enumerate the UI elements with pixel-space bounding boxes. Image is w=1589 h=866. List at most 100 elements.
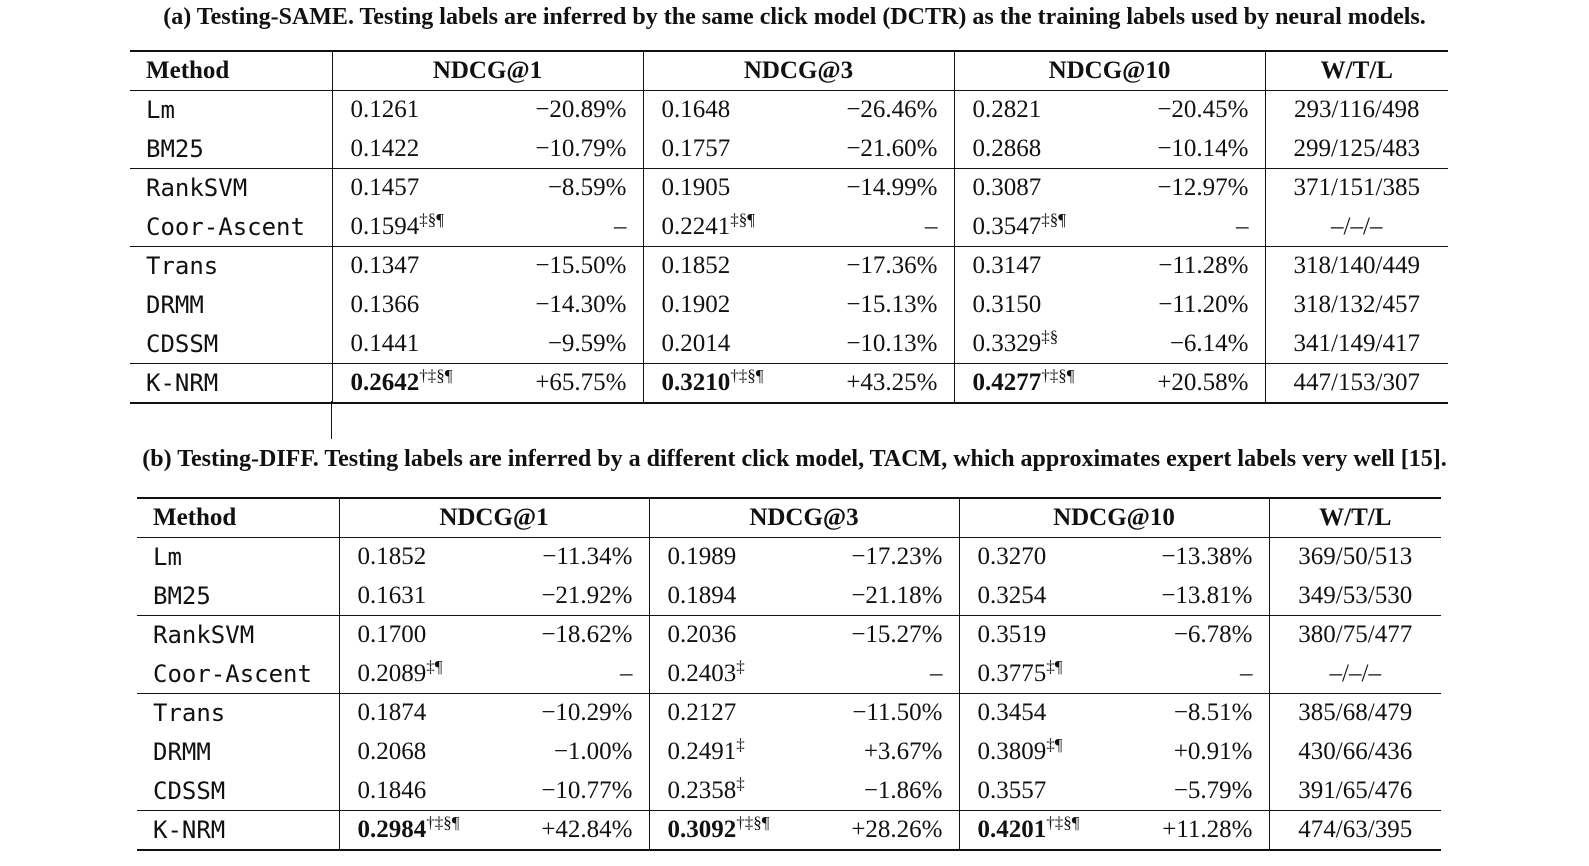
column-header-wtl: W/T/L [1264, 51, 1448, 91]
ndcg1-score: 0.1457 [350, 174, 420, 202]
significance-marks: ‡§ [1041, 326, 1059, 346]
ndcg1-relative-change: −8.59% [484, 168, 644, 208]
significance-marks: ‡§¶ [419, 209, 444, 229]
ndcg10-value-cell: 0.3454 [959, 693, 1109, 733]
ndcg10-relative-change: – [1106, 207, 1266, 247]
ndcg1-relative-change: −9.59% [484, 324, 644, 364]
ndcg10-score: 0.3547 [972, 212, 1042, 240]
method-cell: Trans [130, 246, 333, 286]
ndcg1-value-cell: 0.2089‡¶ [339, 655, 489, 694]
ndcg3-score: 0.2127 [667, 699, 737, 727]
significance-marks: ‡ [736, 735, 745, 754]
ndcg3-relative-change: −1.86% [799, 771, 960, 811]
wtl-cell: 430/66/436 [1298, 738, 1413, 765]
ndcg1-value-cell: 0.1441 [332, 325, 484, 364]
ndcg1-relative-change: −10.29% [489, 693, 650, 733]
ndcg10-score: 0.3519 [977, 621, 1047, 649]
ndcg10-relative-change: −6.14% [1106, 324, 1266, 364]
ndcg1-score: 0.2984 [357, 815, 427, 843]
table-row: CDSSM 0.1441 −9.59% 0.2014 −10.13% 0.3329‡§ −6… [130, 324, 1448, 364]
method-cell: Coor-Ascent [130, 207, 333, 247]
ndcg10-value-cell: 0.3775‡¶ [959, 655, 1109, 694]
ndcg3-score: 0.1648 [661, 96, 731, 124]
significance-marks: ‡¶ [1046, 735, 1063, 754]
ndcg10-score: 0.3150 [972, 291, 1042, 318]
ndcg3-relative-change: +3.67% [799, 732, 960, 772]
wtl-cell: 318/140/449 [1265, 246, 1448, 286]
ndcg3-value-cell: 0.1902 [643, 286, 795, 325]
ndcg3-value-cell: 0.2127 [649, 693, 799, 733]
table-row: K-NRM 0.2642†‡§¶ +65.75% 0.3210†‡§¶ +43.25% 0… [130, 363, 1448, 403]
column-header-ndcg3: NDCG@3 [642, 51, 954, 91]
ndcg3-score: 0.1902 [661, 291, 731, 318]
wtl-cell: 349/53/530 [1298, 581, 1413, 609]
ndcg1-score: 0.2089 [357, 659, 427, 687]
ndcg10-score: 0.4277 [972, 368, 1042, 396]
ndcg3-value-cell: 0.2403‡ [649, 655, 799, 694]
ndcg3-score: 0.2241 [661, 212, 731, 240]
ndcg10-relative-change: −13.38% [1109, 537, 1270, 577]
wtl-cell: 299/125/483 [1293, 134, 1420, 162]
ndcg3-relative-change: −17.36% [795, 246, 955, 286]
ndcg10-score: 0.3329 [972, 329, 1042, 357]
method-cell: K-NRM [137, 810, 340, 850]
ndcg10-relative-change: +0.91% [1109, 732, 1270, 772]
ndcg1-value-cell: 0.1631 [339, 577, 489, 616]
method-cell: BM25 [137, 576, 340, 616]
ndcg10-value-cell: 0.3087 [954, 168, 1106, 208]
ndcg1-value-cell: 0.1366 [332, 286, 484, 325]
ndcg10-value-cell: 0.4277†‡§¶ [954, 363, 1106, 403]
ndcg10-relative-change: +11.28% [1109, 810, 1270, 850]
table-header-row: Method NDCG@1 NDCG@3 NDCG@10 W/T/L [137, 498, 1441, 538]
significance-marks: †‡§¶ [736, 812, 770, 832]
ndcg1-relative-change: −11.34% [489, 537, 650, 577]
ndcg3-value-cell: 0.1648 [643, 90, 795, 130]
ndcg10-value-cell: 0.3519 [959, 615, 1109, 655]
ndcg1-score: 0.1347 [350, 252, 420, 280]
table-header-row: Method NDCG@1 NDCG@3 NDCG@10 W/T/L [130, 51, 1448, 91]
method-cell: Lm [137, 537, 340, 577]
method-cell: CDSSM [137, 771, 340, 811]
table-row: Coor-Ascent 0.1594‡§¶ –0.2241‡§¶ –0.3547‡§¶… [130, 207, 1448, 247]
ndcg1-score: 0.1846 [357, 776, 427, 804]
ndcg10-score: 0.3147 [972, 252, 1042, 280]
wtl-cell: 474/63/395 [1269, 810, 1441, 850]
ndcg3-score: 0.2036 [667, 621, 737, 649]
ndcg10-score: 0.3087 [972, 174, 1042, 202]
ndcg10-value-cell: 0.3147 [954, 246, 1106, 286]
ndcg3-value-cell: 0.2491‡ [649, 733, 799, 772]
stray-vertical-rule [331, 401, 332, 439]
wtl-cell: 391/65/476 [1298, 776, 1413, 804]
ndcg10-relative-change: +20.58% [1106, 363, 1266, 403]
column-header-ndcg3: NDCG@3 [648, 498, 959, 538]
ndcg3-relative-change: – [799, 654, 960, 694]
ndcg3-score: 0.2358 [667, 776, 737, 804]
ndcg1-value-cell: 0.2068 [339, 733, 489, 772]
ndcg3-value-cell: 0.2358‡ [649, 772, 799, 811]
ndcg10-relative-change: −5.79% [1109, 771, 1270, 811]
table-row: K-NRM 0.2984†‡§¶ +42.84% 0.3092†‡§¶ +28.26% 0… [137, 810, 1441, 850]
ndcg1-relative-change: −20.89% [484, 90, 644, 130]
ndcg10-relative-change: −11.28% [1106, 246, 1266, 286]
ndcg1-score: 0.1852 [357, 543, 427, 571]
ndcg3-value-cell: 0.3092†‡§¶ [649, 810, 799, 850]
ndcg3-relative-change: −17.23% [799, 537, 960, 577]
ndcg10-value-cell: 0.3809‡¶ [959, 733, 1109, 772]
ndcg10-value-cell: 0.3547‡§¶ [954, 208, 1106, 247]
ndcg3-relative-change: −10.13% [795, 324, 955, 364]
table-row: Lm 0.1852 −11.34% 0.1989 −17.23% 0.3270 −13.38… [137, 537, 1441, 577]
ndcg10-relative-change: −6.78% [1109, 615, 1270, 655]
ndcg10-value-cell: 0.3270 [959, 537, 1109, 577]
significance-marks: †‡§¶ [1046, 812, 1080, 832]
ndcg1-value-cell: 0.1846 [339, 772, 489, 811]
wtl-cell: 293/116/498 [1265, 90, 1448, 130]
ndcg1-value-cell: 0.1874 [339, 693, 489, 733]
ndcg10-score: 0.3775 [977, 659, 1047, 687]
table-row: Lm 0.1261 −20.89% 0.1648 −26.46% 0.2821 −20.45… [130, 90, 1448, 130]
ndcg10-relative-change: – [1109, 654, 1270, 694]
ndcg1-relative-change: −21.92% [489, 576, 650, 616]
ndcg10-score: 0.3454 [977, 699, 1047, 727]
table-row: BM25 0.1631 −21.92% 0.1894 −21.18% 0.3254 −13.… [137, 576, 1441, 616]
ndcg3-relative-change: −11.50% [799, 693, 960, 733]
ndcg1-score: 0.1631 [357, 581, 427, 609]
